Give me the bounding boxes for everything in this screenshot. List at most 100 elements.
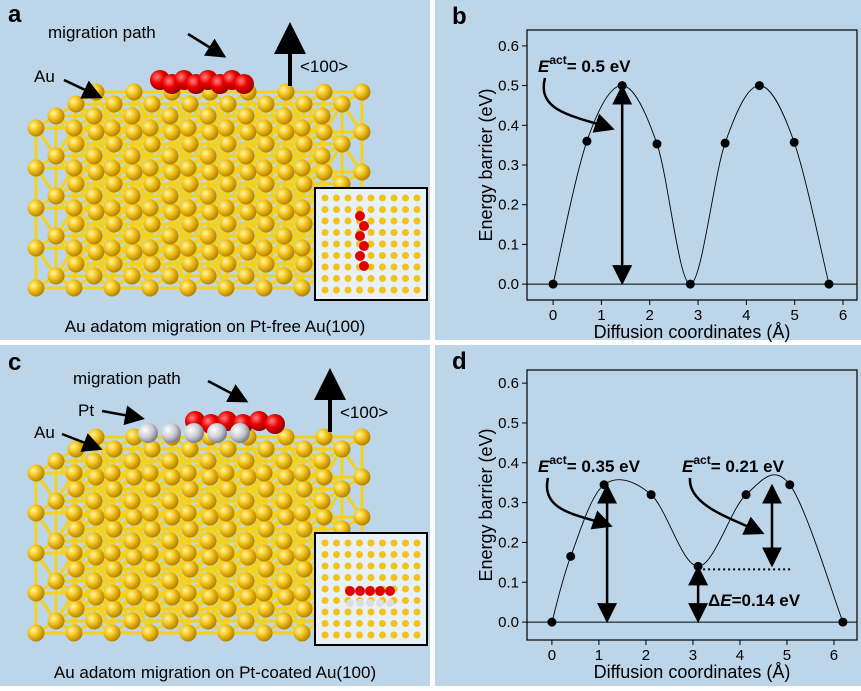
atom — [181, 175, 199, 193]
atom — [141, 464, 159, 482]
atom — [179, 624, 197, 642]
inset-atom — [333, 263, 340, 271]
atom — [333, 440, 351, 458]
atom — [163, 123, 181, 141]
atom-label: Au — [34, 67, 55, 86]
atom — [85, 612, 103, 630]
annotation-symbol: E — [682, 457, 694, 476]
atom — [293, 279, 311, 297]
atom — [239, 123, 257, 141]
atom — [27, 504, 45, 522]
point — [789, 137, 799, 147]
pointer — [61, 432, 103, 452]
atom — [293, 119, 311, 137]
atom — [219, 600, 237, 618]
atom — [47, 107, 65, 125]
inset-atom — [367, 539, 375, 547]
atom — [27, 239, 45, 257]
inset-adatom — [365, 586, 375, 596]
atom — [315, 163, 333, 181]
atom — [87, 588, 105, 606]
y-axis-label: Energy barrier (eV) — [476, 428, 496, 581]
atom — [85, 147, 103, 165]
atom — [181, 560, 199, 578]
atom — [277, 508, 295, 526]
atom — [143, 175, 161, 193]
inset-atom — [367, 206, 375, 213]
atom — [275, 492, 293, 510]
atom — [277, 203, 295, 221]
atom — [47, 572, 65, 590]
atom — [141, 624, 159, 642]
inset-atom — [333, 551, 340, 558]
pt-atom — [230, 423, 250, 443]
atom — [85, 572, 103, 590]
inset-atom — [402, 562, 409, 570]
inset-atom — [402, 574, 409, 581]
atom — [313, 492, 331, 510]
inset-atom — [390, 275, 398, 282]
atom — [161, 492, 179, 510]
atom — [65, 199, 83, 217]
inset-atom — [390, 229, 398, 236]
inset-atom — [321, 252, 329, 259]
inset-atom — [344, 620, 352, 627]
atom — [87, 508, 105, 526]
atom — [293, 544, 311, 562]
atom — [239, 163, 257, 181]
atom — [123, 267, 141, 285]
atom — [85, 452, 103, 470]
atom — [237, 267, 255, 285]
inset-atom — [402, 229, 409, 236]
atom — [143, 440, 161, 458]
atom — [87, 468, 105, 486]
inset-atom — [367, 608, 375, 616]
atom — [141, 159, 159, 177]
inset-atom — [413, 631, 421, 639]
atom — [27, 199, 45, 217]
pointer — [545, 477, 613, 530]
inset-atom — [321, 539, 329, 547]
atom — [277, 588, 295, 606]
inset-adatom — [355, 231, 365, 241]
inset-atom — [390, 240, 398, 248]
x-tick-label: 6 — [839, 307, 847, 324]
atom — [125, 243, 143, 261]
atom — [333, 95, 351, 113]
atom — [143, 480, 161, 498]
atom — [105, 135, 123, 153]
inset-atom — [356, 620, 363, 627]
inset-adatom — [355, 586, 365, 596]
atom — [201, 468, 219, 486]
atom — [27, 464, 45, 482]
pt-atom — [161, 423, 181, 443]
x-tick-label: 1 — [595, 647, 603, 664]
x-tick-label: 4 — [742, 307, 750, 324]
atom — [67, 215, 85, 233]
inset-atom — [367, 252, 375, 259]
atom — [255, 584, 273, 602]
atom — [295, 520, 313, 538]
inset-atom — [379, 240, 386, 248]
atom — [143, 255, 161, 273]
atom-label: Au — [34, 423, 55, 442]
inset-atom — [333, 597, 340, 604]
inset-adatom — [359, 221, 369, 231]
direction-label: <100> — [300, 57, 348, 76]
atom — [163, 548, 181, 566]
inset-atom — [356, 574, 363, 581]
inset-atom — [390, 194, 398, 202]
annotation-text: = 0.5 eV — [567, 57, 631, 76]
inset-atom — [413, 263, 421, 271]
atom — [277, 548, 295, 566]
point — [838, 617, 848, 627]
caption: Au adatom migration on Pt-free Au(100) — [65, 317, 366, 336]
inset-atom — [390, 574, 398, 581]
atom — [237, 572, 255, 590]
inset-atom — [379, 574, 386, 581]
atom — [103, 199, 121, 217]
atom — [163, 203, 181, 221]
atom — [87, 203, 105, 221]
inset-atom — [413, 551, 421, 558]
inset-atom — [390, 263, 398, 271]
